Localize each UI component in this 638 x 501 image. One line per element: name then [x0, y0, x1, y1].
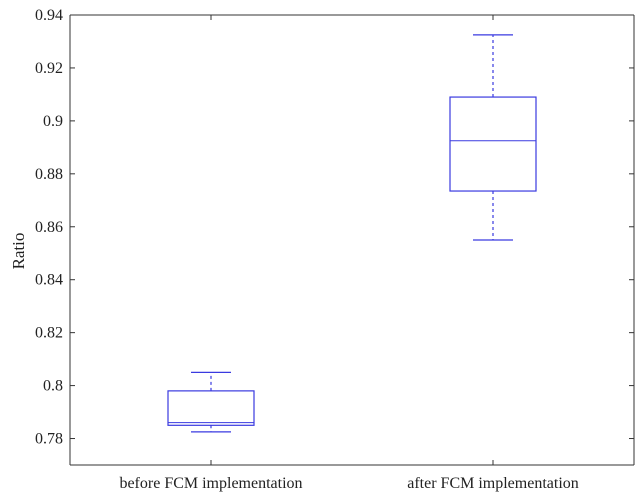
y-tick-label: 0.9 — [43, 113, 63, 130]
box-0 — [167, 371, 255, 433]
x-tick-label: before FCM implementation — [119, 475, 302, 492]
box-body — [449, 96, 537, 192]
boxes-layer — [167, 34, 537, 433]
y-tick-label: 0.86 — [35, 219, 63, 236]
x-tick-label: after FCM implementation — [407, 475, 579, 492]
y-tick-label: 0.94 — [35, 7, 63, 24]
y-tick-label: 0.88 — [35, 166, 63, 183]
y-tick-label: 0.78 — [35, 431, 63, 448]
y-tick-label: 0.84 — [35, 272, 63, 289]
axes-layer: 0.78 0.8 0.82 0.84 0.86 0.88 0.9 0.92 0.94 before… — [35, 7, 635, 492]
y-axis-label: Ratio — [9, 233, 28, 270]
y-tick-label: 0.82 — [35, 325, 63, 342]
box-body — [167, 390, 255, 426]
box-1 — [449, 34, 537, 241]
y-tick-label: 0.8 — [43, 378, 63, 395]
y-tick-label: 0.92 — [35, 60, 63, 77]
